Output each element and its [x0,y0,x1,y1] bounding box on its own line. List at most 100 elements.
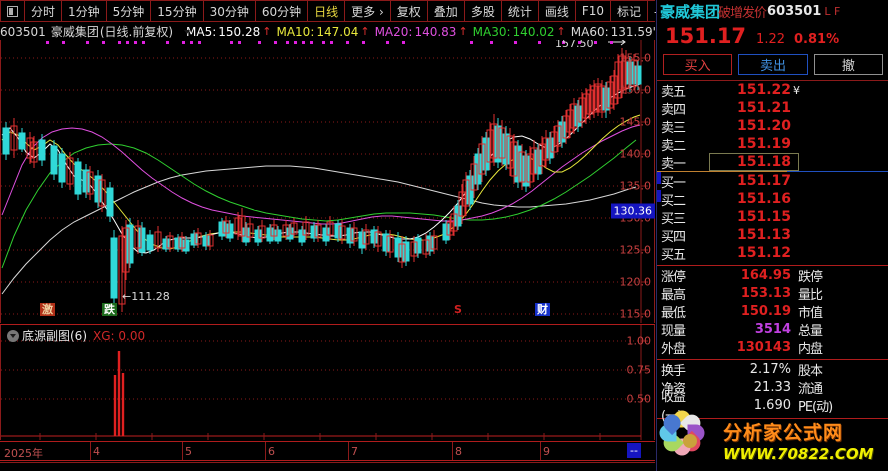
stat-value: 153.13 [740,285,791,301]
fund-value: 21.33 [753,379,791,395]
date-label-9: 9 [543,445,550,458]
stat-row-limitup: 涨停 164.95 跌停 [657,266,888,285]
ma5-trend-icon: ↑ [262,25,272,38]
marker-cai: 财 [535,303,550,316]
sub-indicator-title[interactable]: 底源副图(6) XG: 0.00 [4,327,145,344]
ask-row-2[interactable]: 卖二 151.19 [657,135,888,154]
ma60-value: 131.59' [610,24,656,39]
date-tick [265,442,266,460]
ma20-value: 140.83 [414,24,457,39]
buy-button[interactable]: 买入 [663,54,733,75]
ma10-trend-icon: ↑ [360,25,370,38]
date-tick [452,442,453,460]
ma5-label: MA5: [186,24,217,39]
kline-plot [1,40,648,323]
stat-left-label: 最低 [661,305,686,321]
btn-biaoji[interactable]: 标记 [611,1,649,21]
watermark-site-url: WWW.70822.COM [723,445,874,463]
book-divider [657,171,888,172]
bid-row-5[interactable]: 买五 151.12 [657,244,888,263]
crosshair-date-label: -- [627,443,641,458]
cancel-order-button[interactable]: 撤 [813,54,883,75]
stat-value: 130143 [736,339,791,355]
ask-row-1[interactable]: 卖一 151.18 [657,153,888,172]
site-watermark: 分析家公式网 WWW.70822.COM [647,410,888,471]
sell-button[interactable]: 卖出 [738,54,808,75]
quote-change: 1.22 [756,32,785,47]
bottom-status-bar [0,462,655,471]
btn-label: 统计 [507,4,532,19]
marker-ji: 激 [40,303,55,316]
tab-more[interactable]: 更多 › [345,1,390,21]
fund-right-label: 股本 [798,363,823,379]
bid-row-1[interactable]: 买一 151.17 [657,172,888,191]
trade-buttons: 买入 卖出 撤 [657,54,888,76]
btn-label: F10 [581,4,605,18]
tab-fenshi[interactable]: 分时 [25,1,63,21]
crosshair-price-label: 130.36 [610,203,655,219]
ask-label: 卖三 [661,120,686,136]
tab-15min[interactable]: 15分钟 [151,1,204,21]
stat-value: 3514 [754,321,791,337]
bid-marker [657,172,661,184]
y-tick-150: 150.0 [619,83,652,97]
btn-f10[interactable]: F10 [576,1,612,21]
bid-price: 151.15 [736,209,791,225]
stat-right-label: 总量 [798,323,823,339]
btn-diejia[interactable]: 叠加 [428,1,465,21]
ma30-label: MA30: [472,24,511,39]
marker-die: 跌 [102,303,117,316]
bid-row-3[interactable]: 买三 151.15 [657,208,888,227]
ma30-value: 140.02 [512,24,555,39]
sub-chart-frame [0,325,655,440]
fund-right-label: 流通 [798,381,823,397]
y-tick-125: 125.0 [619,243,652,257]
stat-row-high: 最高 153.13 量比 [657,284,888,303]
date-tick [90,442,91,460]
chevron-down-icon[interactable] [7,329,19,342]
ask-row-3[interactable]: 卖三 151.20 [657,117,888,136]
date-label-5: 5 [185,445,192,458]
tab-5min[interactable]: 5分钟 [107,1,152,21]
stat-left-label: 外盘 [661,341,686,357]
tab-1min[interactable]: 1分钟 [62,1,107,21]
stat-left-label: 涨停 [661,269,686,285]
order-book[interactable]: 卖五 151.22 ¥ 卖四 151.21 卖三 151.20 卖二 151.1… [657,80,888,264]
quote-header: 豪威集团 破增发价 603501 L F [657,0,888,22]
tab-30min[interactable]: 30分钟 [204,1,256,21]
date-label-2025: 2025年 [4,447,43,460]
bid-label: 买三 [661,211,686,227]
sub-indicator-panel[interactable]: 底源副图(6) XG: 0.00 [0,324,655,440]
tab-label: 60分钟 [261,4,302,19]
btn-tongji[interactable]: 统计 [502,1,539,21]
btn-huaxian[interactable]: 画线 [539,1,576,21]
kline-chart-panel[interactable]: 155.0 150.0 145.0 140.0 135.0 130.0 125.… [0,40,655,323]
fund-right-label: PE(动) [798,399,833,415]
fund-value: 2.17% [749,361,791,377]
fund-left-label: 换手 [661,363,686,379]
ask-row-5[interactable]: 卖五 151.22 ¥ [657,81,888,100]
stat-left-label: 最高 [661,287,686,303]
panel-layout-button[interactable] [0,1,25,21]
currency-icon: ¥ [793,83,800,97]
date-label-4: 4 [93,445,100,458]
btn-label: 画线 [544,4,569,19]
btn-duogu[interactable]: 多股 [465,1,502,21]
y-tick-140: 140.0 [619,147,652,161]
ask-price: 151.20 [736,118,791,134]
bid-marker [657,190,661,202]
sub-indicator-name: 底源副图(6) [22,329,87,343]
stat-right-label: 市值 [798,305,823,321]
quote-fundamentals: 换手 2.17% 股本 净资 21.33 流通 收益(一) 1.690 PE(动… [657,359,888,424]
tab-60min[interactable]: 60分钟 [256,1,309,21]
ma10-label: MA10: [276,24,315,39]
bid-row-4[interactable]: 买四 151.13 [657,226,888,245]
bid-row-2[interactable]: 买二 151.16 [657,190,888,209]
ask-label: 卖五 [661,84,686,100]
y-tick-155: 155.0 [619,51,652,65]
btn-fuquan[interactable]: 复权 [389,1,428,21]
ask-label: 卖一 [661,156,686,172]
tab-daily[interactable]: 日线 [308,1,346,21]
ask-row-4[interactable]: 卖四 151.21 [657,99,888,118]
